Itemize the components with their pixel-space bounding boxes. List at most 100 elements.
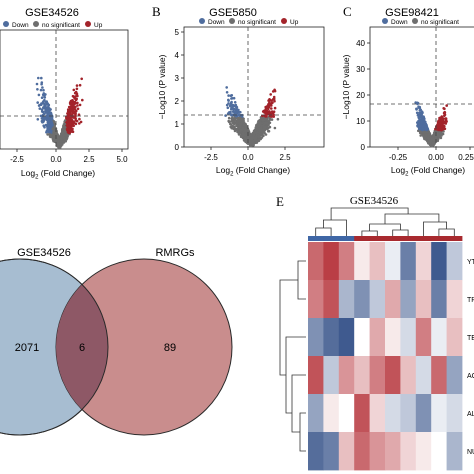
heatmap-cell	[354, 280, 370, 319]
heatmap-cell	[385, 432, 401, 471]
ns-point	[262, 134, 265, 137]
heatmap-cell	[323, 242, 340, 281]
down-point	[419, 115, 423, 118]
heatmap-cell	[385, 280, 401, 319]
ns-point	[419, 130, 423, 134]
ns-point	[254, 131, 258, 135]
heatmap-cell	[446, 318, 463, 357]
ns-point	[432, 136, 435, 139]
legend-dot-down	[382, 18, 388, 24]
down-point	[416, 101, 420, 105]
ns-point	[431, 144, 434, 148]
down-point	[48, 126, 51, 130]
up-point	[436, 125, 440, 129]
panel-c-ytick-label: 10	[356, 117, 365, 126]
down-point	[47, 105, 50, 109]
up-point	[266, 109, 269, 113]
heatmap-cell	[446, 280, 463, 319]
row-dendrogram	[279, 260, 306, 452]
heatmap-cell	[308, 280, 324, 319]
down-point	[230, 100, 233, 104]
down-point	[229, 94, 233, 97]
down-point	[234, 111, 238, 114]
up-point	[444, 117, 448, 120]
down-point	[36, 101, 39, 104]
heatmap-cell	[385, 318, 401, 357]
legend-label-down: Down	[12, 22, 29, 29]
ns-point	[256, 127, 260, 130]
up-point	[261, 110, 265, 113]
group-bar-segment	[431, 236, 447, 241]
panel-b-ytick-label: 2	[175, 97, 180, 106]
up-point	[78, 122, 81, 125]
panel-b-yticks: 0 1 2 3 4 5	[175, 28, 184, 152]
venn-left-outline	[0, 258, 109, 436]
panel-a-xticks: -2.5 0.0 2.5 5.0	[10, 149, 128, 164]
down-point	[43, 126, 46, 129]
heatmap-cell	[446, 432, 463, 471]
up-point	[79, 120, 83, 124]
up-point	[270, 110, 274, 113]
down-point	[43, 94, 46, 97]
down-point	[234, 108, 237, 112]
panel-c: C GSE98421 Down no significant 0 10 20 3…	[341, 4, 474, 178]
down-point	[49, 117, 53, 121]
panel-c-points	[414, 101, 449, 148]
heatmap-cell	[415, 394, 432, 433]
panel-c-xtick-label: 0.25	[458, 153, 474, 162]
down-point	[46, 126, 49, 129]
ns-point	[63, 119, 67, 122]
panel-e-title: GSE34526	[350, 195, 399, 207]
ns-point	[419, 134, 423, 137]
legend-dot-ns	[229, 18, 235, 24]
heatmap-cell	[308, 432, 324, 471]
panel-a: GSE34526 Down no significant Up -2.5 0.0…	[0, 7, 129, 181]
legend-dot-ns	[33, 21, 39, 27]
down-point	[226, 106, 230, 110]
down-point	[225, 86, 228, 89]
ns-point	[65, 133, 68, 137]
ns-point	[57, 138, 60, 142]
ns-point	[426, 141, 430, 144]
ns-point	[239, 116, 242, 120]
heatmap-cell	[369, 280, 386, 319]
up-point	[67, 105, 71, 109]
ns-point	[63, 126, 67, 129]
down-point	[415, 107, 418, 111]
panel-a-xtick-label: 0.0	[50, 155, 62, 164]
down-point	[416, 124, 420, 128]
up-point	[75, 119, 79, 123]
down-point	[50, 122, 54, 125]
panel-b-xtick-label: 2.5	[279, 153, 291, 162]
legend-dot-up	[281, 18, 287, 24]
up-point	[76, 107, 80, 111]
heatmap-cell	[369, 242, 386, 281]
panel-c-letter: C	[343, 4, 352, 19]
ns-point	[273, 126, 277, 130]
panel-b-ytick-label: 1	[175, 120, 180, 129]
up-point	[436, 128, 439, 132]
ns-point	[236, 116, 240, 120]
panel-c-frame	[369, 26, 474, 148]
ns-point	[436, 134, 440, 138]
ns-point	[231, 120, 235, 124]
ns-point	[236, 120, 240, 123]
ns-point	[52, 130, 55, 134]
ns-point	[260, 124, 263, 127]
heatmap-cell	[415, 242, 432, 281]
down-point	[419, 121, 423, 124]
panel-a-title: GSE34526	[25, 7, 79, 19]
down-point	[47, 113, 51, 116]
up-point	[65, 127, 69, 131]
panel-b-xlabel: Log2 (Fold Change)	[216, 165, 290, 178]
ns-point	[276, 117, 280, 121]
panel-b-ytick-label: 0	[175, 143, 180, 152]
down-point	[45, 130, 48, 134]
ns-point	[60, 137, 63, 141]
ns-point	[257, 121, 261, 125]
down-point	[39, 114, 43, 118]
group-bar-segment	[400, 236, 417, 241]
ns-point	[263, 126, 267, 130]
dendrogram-branch	[299, 412, 306, 452]
up-point	[78, 83, 82, 87]
